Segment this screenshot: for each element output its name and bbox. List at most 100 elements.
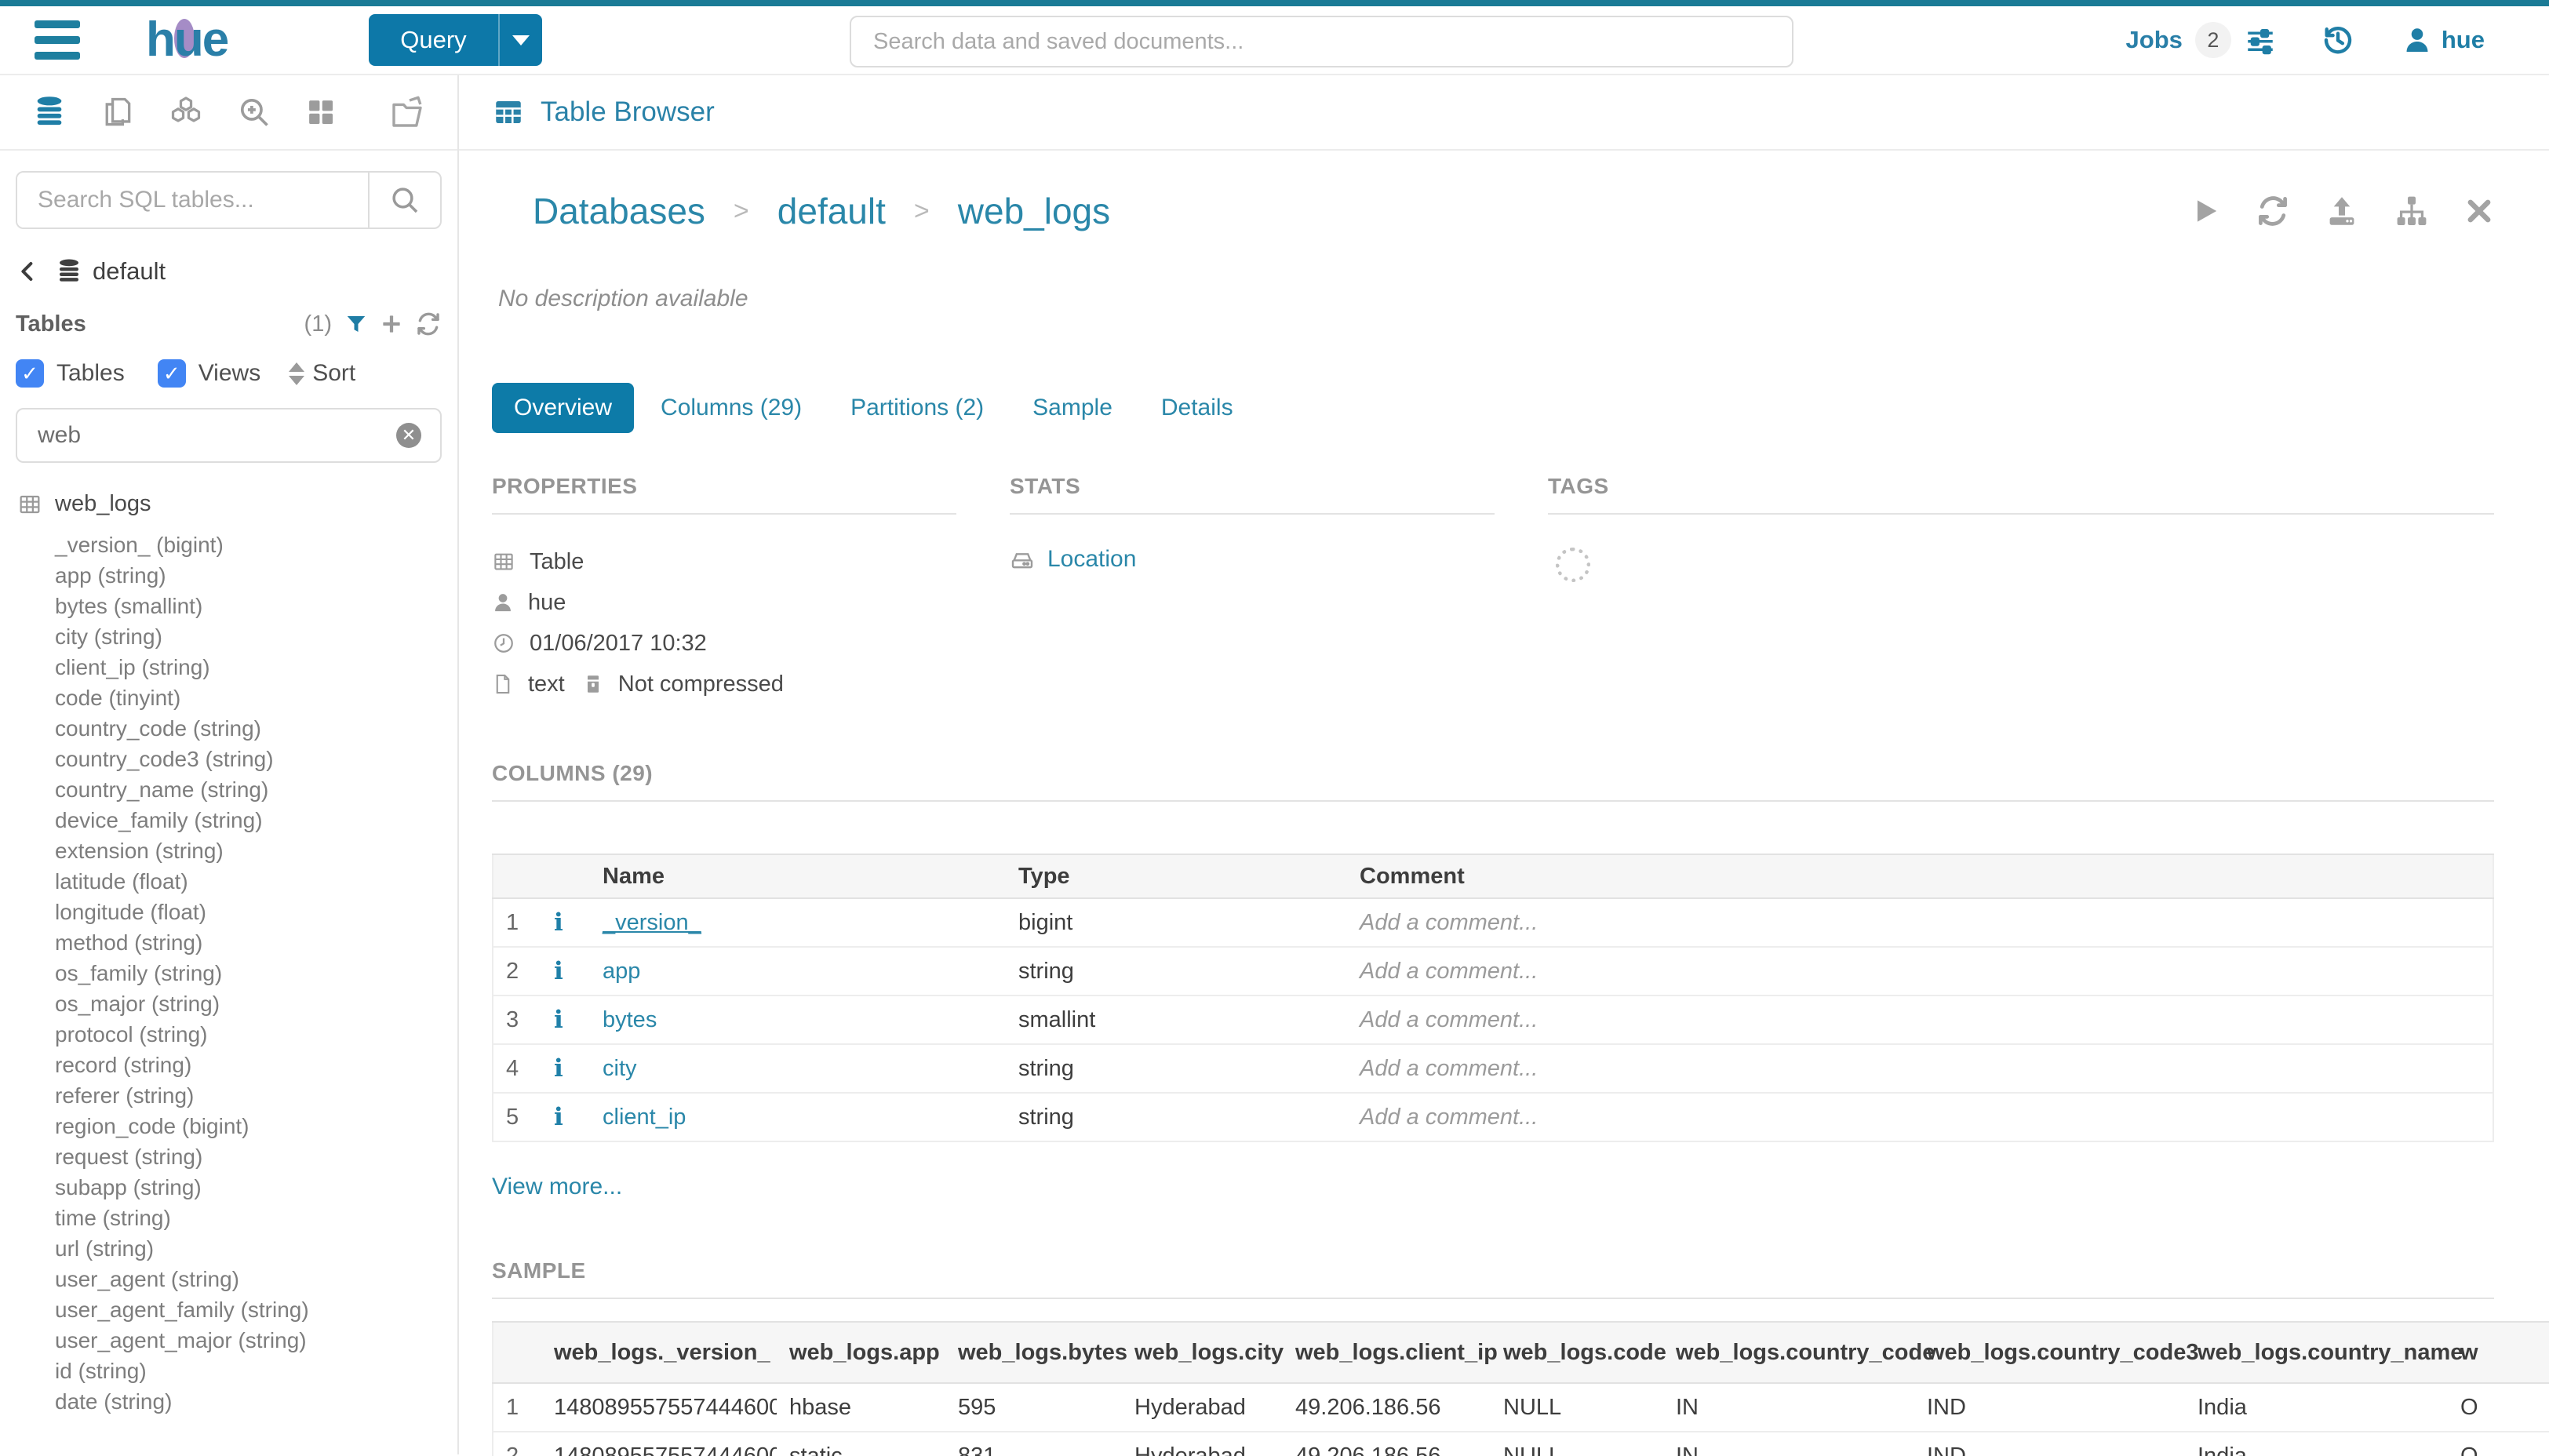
global-search-input[interactable] [850,16,1793,67]
hamburger-menu-icon[interactable] [35,20,80,60]
query-play-icon[interactable] [2190,195,2221,227]
sample-header: web_logs.city [1122,1321,1284,1384]
documents-icon[interactable] [100,95,135,129]
sitemap-icon[interactable] [2394,193,2430,229]
list-item[interactable]: user_agent (string) [55,1267,240,1291]
list-item[interactable]: protocol (string) [55,1022,208,1046]
view-more-link[interactable]: View more... [492,1174,623,1199]
list-item[interactable]: date (string) [55,1389,173,1414]
list-item[interactable]: city (string) [55,624,162,649]
column-name-link[interactable]: _version_ [590,898,1006,948]
info-icon[interactable]: i [554,908,563,937]
query-button-label: Query [400,26,467,53]
sliders-icon[interactable] [2244,24,2277,56]
add-comment-field[interactable]: Add a comment... [1347,1044,2493,1094]
list-item[interactable]: client_ip (string) [55,655,210,679]
hue-logo[interactable]: hue [146,16,229,64]
list-item[interactable]: country_name (string) [55,777,269,802]
jobs-link[interactable]: Jobs [2125,26,2183,53]
jobs-count-badge[interactable]: 2 [2194,22,2231,58]
column-name-link[interactable]: bytes [590,996,1006,1045]
sample-cell: hbase [777,1383,945,1432]
tab-details[interactable]: Details [1160,395,1233,420]
property-created: 01/06/2017 10:32 [492,628,956,659]
list-item[interactable]: user_agent_major (string) [55,1328,307,1352]
list-item[interactable]: bytes (smallint) [55,594,203,618]
sort-icon[interactable] [289,362,305,385]
upload-icon[interactable] [2325,194,2359,228]
info-icon[interactable]: i [554,957,563,985]
column-name-link[interactable]: app [590,947,1006,996]
sql-tables-search-input[interactable] [17,173,368,228]
list-item[interactable]: request (string) [55,1145,203,1169]
column-name-link[interactable]: city [590,1044,1006,1094]
tab-columns[interactable]: Columns (29) [661,395,803,420]
info-icon[interactable]: i [554,1054,563,1083]
add-comment-field[interactable]: Add a comment... [1347,898,2493,948]
list-item[interactable]: url (string) [55,1236,155,1261]
tab-sample[interactable]: Sample [1032,395,1112,420]
location-link[interactable]: Location [1047,546,1137,572]
breadcrumb-web-logs: web_logs [957,191,1111,231]
add-table-icon[interactable] [379,311,404,337]
add-comment-field[interactable]: Add a comment... [1347,1093,2493,1142]
list-item[interactable]: time (string) [55,1206,171,1230]
user-icon[interactable] [2402,25,2432,55]
tags-title: TAGS [1548,474,1609,498]
tables-checkbox[interactable]: ✓ [16,359,44,388]
tables-filter-row: ✓ Tables ✓ Views Sort [16,359,442,388]
list-item[interactable]: record (string) [55,1053,192,1077]
list-item[interactable]: subapp (string) [55,1175,202,1199]
column-name-link[interactable]: client_ip [590,1093,1006,1142]
table-entry-web-logs[interactable]: web_logs [17,491,457,517]
current-database-name[interactable]: default [93,257,166,285]
refresh-icon[interactable] [2256,194,2290,228]
list-item[interactable]: region_code (bigint) [55,1114,249,1138]
list-item[interactable]: code (tinyint) [55,686,181,710]
list-item[interactable]: os_major (string) [55,992,220,1016]
chevron-left-icon[interactable] [16,260,39,283]
tab-overview[interactable]: Overview [492,383,635,433]
list-item[interactable]: country_code (string) [55,716,262,741]
list-item[interactable]: os_family (string) [55,961,223,985]
search-plus-icon[interactable] [237,95,271,129]
folder-documents-icon[interactable] [388,93,426,131]
close-icon[interactable] [2464,196,2494,226]
add-comment-field[interactable]: Add a comment... [1347,947,2493,996]
list-item[interactable]: _version_ (bigint) [55,533,224,557]
topbar: hue Query Jobs 2 hue [0,6,2549,75]
history-icon[interactable] [2321,23,2355,57]
table-grid-icon [17,492,42,517]
table-description[interactable]: No description available [498,286,748,311]
filter-funnel-icon[interactable] [344,312,368,336]
functions-cubes-icon[interactable] [168,94,204,130]
user-name[interactable]: hue [2441,26,2485,53]
breadcrumb-databases[interactable]: Databases [533,191,705,231]
info-icon[interactable]: i [554,1103,563,1131]
list-item[interactable]: user_agent_family (string) [55,1298,309,1322]
breadcrumb-default[interactable]: default [777,191,886,231]
add-comment-field[interactable]: Add a comment... [1347,996,2493,1045]
sql-tables-search-button[interactable] [368,173,440,228]
refresh-tables-icon[interactable] [415,311,442,337]
list-item[interactable]: extension (string) [55,839,224,863]
list-item[interactable]: app (string) [55,563,166,588]
views-checkbox[interactable]: ✓ [157,359,186,388]
apps-grid-icon[interactable] [304,96,337,129]
list-item[interactable]: longitude (float) [55,900,207,924]
clear-filter-icon[interactable]: ✕ [396,423,421,448]
query-button[interactable]: Query [369,14,542,66]
sort-label[interactable]: Sort [312,360,356,386]
sql-assist-icon[interactable] [31,94,67,130]
table-name-filter-input[interactable] [36,421,396,450]
tab-partitions[interactable]: Partitions (2) [850,395,985,420]
list-item[interactable]: method (string) [55,930,203,955]
list-item[interactable]: referer (string) [55,1083,195,1108]
list-item[interactable]: latitude (float) [55,869,188,894]
list-item[interactable]: country_code3 (string) [55,747,274,771]
info-icon[interactable]: i [554,1006,563,1034]
columns-table: Name Type Comment 1 i _version_ bigint A… [492,854,2494,1142]
query-dropdown-button[interactable] [497,14,542,66]
list-item[interactable]: device_family (string) [55,808,263,832]
list-item[interactable]: id (string) [55,1359,147,1383]
